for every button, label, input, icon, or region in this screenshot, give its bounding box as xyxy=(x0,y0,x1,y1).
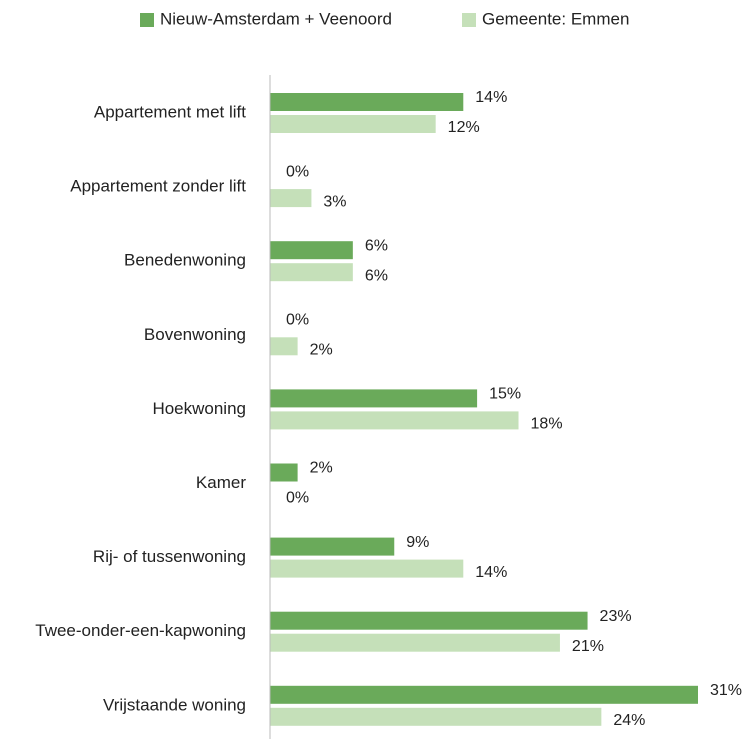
legend-swatch xyxy=(140,13,154,27)
category-label: Vrijstaande woning xyxy=(103,695,246,714)
category-label: Rij- of tussenwoning xyxy=(93,547,246,566)
bar xyxy=(270,241,353,260)
value-label: 0% xyxy=(286,312,309,329)
bar xyxy=(270,707,602,726)
category-label: Bovenwoning xyxy=(144,325,246,344)
value-label: 0% xyxy=(286,490,309,507)
value-label: 12% xyxy=(448,119,480,136)
bar xyxy=(270,93,464,111)
value-label: 6% xyxy=(365,237,388,254)
value-label: 18% xyxy=(531,416,563,433)
legend-label: Gemeente: Emmen xyxy=(482,9,629,28)
value-label: 0% xyxy=(286,163,309,180)
legend-label: Nieuw-Amsterdam + Veenoord xyxy=(160,9,392,28)
bar xyxy=(270,633,560,652)
bar xyxy=(270,463,298,482)
category-label: Appartement met lift xyxy=(94,102,246,121)
value-label: 14% xyxy=(475,89,507,106)
bar xyxy=(270,685,698,704)
value-label: 2% xyxy=(310,342,333,359)
bar xyxy=(270,537,395,556)
value-label: 24% xyxy=(613,712,645,729)
bar xyxy=(270,115,436,133)
value-label: 9% xyxy=(406,534,429,551)
value-label: 6% xyxy=(365,267,388,284)
value-label: 15% xyxy=(489,386,521,403)
value-label: 3% xyxy=(323,193,346,210)
value-label: 21% xyxy=(572,638,604,655)
bar xyxy=(270,263,353,282)
value-label: 14% xyxy=(475,564,507,581)
category-label: Kamer xyxy=(196,473,246,492)
category-label: Hoekwoning xyxy=(152,399,246,418)
bar xyxy=(270,189,312,208)
category-label: Twee-onder-een-kapwoning xyxy=(35,621,246,640)
bar xyxy=(270,389,478,408)
bar xyxy=(270,559,464,578)
bar xyxy=(270,337,298,356)
value-label: 23% xyxy=(600,608,632,625)
category-label: Benedenwoning xyxy=(124,251,246,270)
legend-swatch xyxy=(462,13,476,27)
value-label: 31% xyxy=(710,682,742,699)
value-label: 2% xyxy=(310,460,333,477)
bar xyxy=(270,411,519,430)
category-label: Appartement zonder lift xyxy=(70,177,246,196)
bar xyxy=(270,611,588,630)
